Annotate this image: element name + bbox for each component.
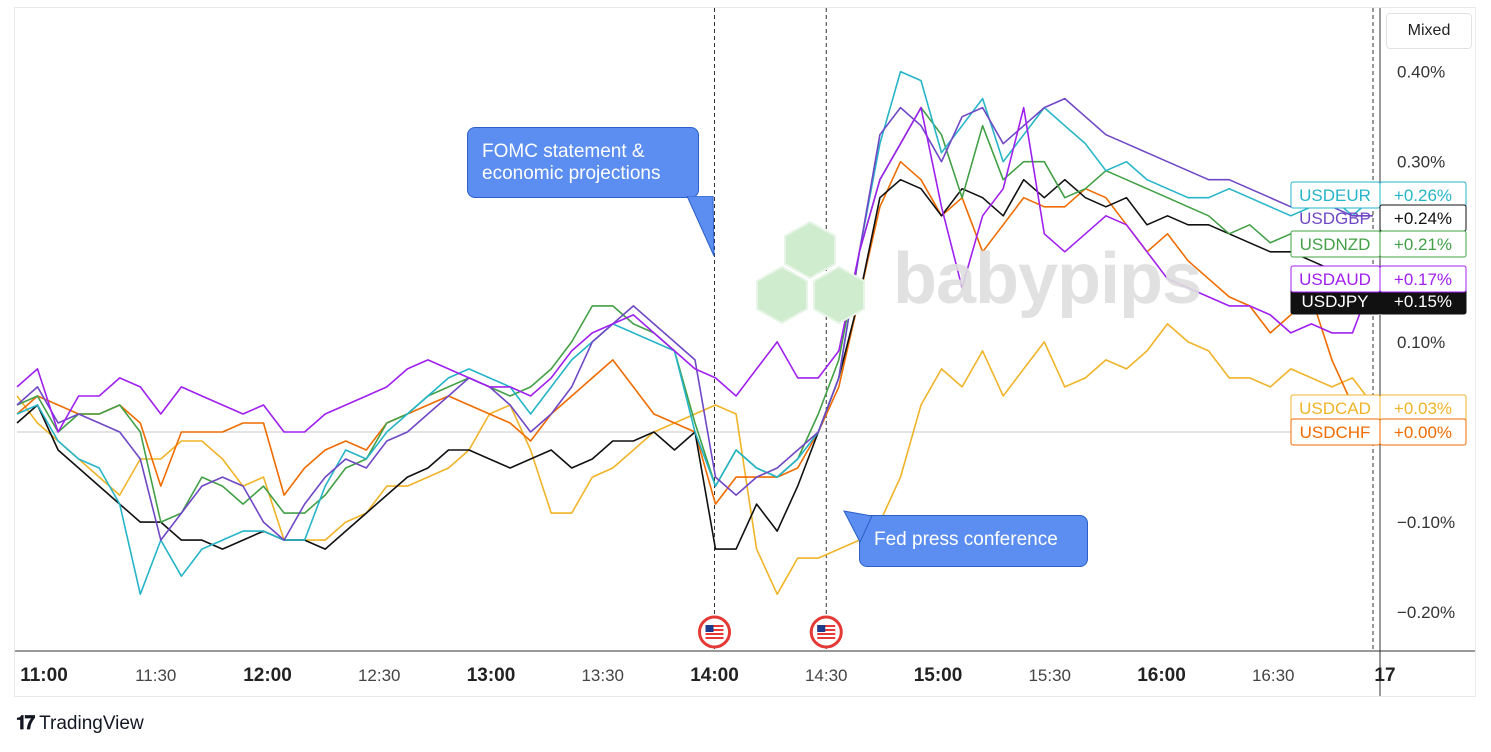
us-flag-icon [809,615,843,649]
x-tick-label: 15:00 [914,665,963,686]
x-tick-label: 16:00 [1137,665,1186,686]
x-tick-label: 12:30 [358,666,401,685]
x-tick-label: 14:30 [805,666,848,685]
fomc-annotation-pointer [686,196,715,257]
series-value-label: +0.15% [1394,292,1452,311]
series-value-label: +0.26% [1394,186,1452,205]
y-tick-label: 0.30% [1397,153,1445,172]
chart-canvas: 0.40% 0.30% 0.10% −0.10% −0.20% 11:00 11:30 12:… [15,8,1475,696]
series-value-box [1379,418,1467,446]
series-name-label: USDGBP [1299,209,1371,228]
tradingview-brand[interactable]: 𝟏𝟕 TradingView [16,713,144,735]
y-tick-label: −0.20% [1397,603,1455,622]
us-flag-icon [698,615,731,649]
x-tick-label: 11:00 [20,665,68,686]
series-line-usdnzd [16,106,1374,523]
series-value-label: +0.03% [1394,399,1452,418]
x-tick-label: 11:30 [135,666,176,685]
x-tick-label: 17 [1374,665,1395,686]
fed-annotation-pointer [843,510,873,544]
x-tick-label: 13:00 [467,665,516,686]
series-value-box [1379,265,1467,293]
babypips-watermark-text: babypips [893,239,1202,319]
series-name-label: USDCAD [1299,399,1371,418]
x-tick-label: 15:30 [1028,666,1071,685]
fomc-annotation: FOMC statement & economic projections [467,127,699,198]
chart-frame: 0.40% 0.30% 0.10% −0.10% −0.20% 11:00 11:30 12:… [14,7,1476,697]
series-line-usdaud [16,106,1374,433]
series-name-label: USDAUD [1299,270,1371,289]
fed-annotation: Fed press conference [859,515,1088,567]
x-tick-label: 16:30 [1252,666,1295,685]
series-value-label: +0.24% [1394,209,1452,228]
series-value-label: +0.17% [1394,270,1452,289]
series-value-label: +0.21% [1394,235,1452,254]
x-tick-label: 14:00 [690,665,739,686]
series-name-label: USDCHF [1300,423,1371,442]
x-tick-label: 13:30 [581,666,624,685]
series-line-usdeur [16,70,1374,596]
series-line-usdgbp [16,97,1373,541]
series-value-label: +0.00% [1394,423,1452,442]
series-value-box [1379,230,1467,258]
series-name-label: USDJPY [1301,292,1368,311]
scale-mode-button[interactable]: Mixed [1386,13,1472,49]
x-tick-label: 12:00 [243,665,292,686]
tradingview-logo-icon: 𝟏𝟕 [16,713,35,734]
y-tick-label: 0.40% [1397,63,1445,82]
babypips-logo-icon [756,220,865,325]
series-name-label: USDEUR [1299,186,1371,205]
brand-name: TradingView [39,713,144,734]
y-tick-label: 0.10% [1397,333,1445,352]
series-name-label: USDNZD [1300,235,1371,254]
y-tick-label: −0.10% [1397,513,1455,532]
